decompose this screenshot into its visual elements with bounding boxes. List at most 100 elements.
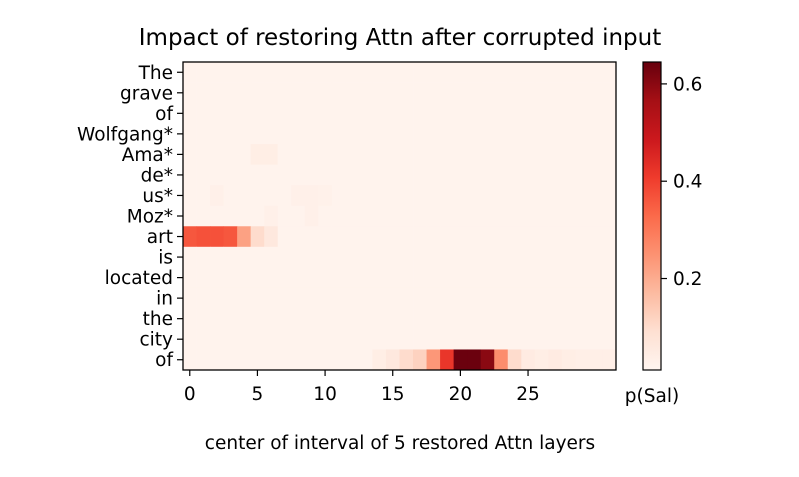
heatmap-cell: [521, 246, 536, 268]
heatmap-cell: [467, 349, 482, 371]
heatmap-cell: [507, 308, 522, 330]
colorbar-tick-label: 0.6: [673, 74, 702, 95]
heatmap-cell: [440, 103, 455, 124]
heatmap-cell: [575, 103, 590, 124]
heatmap-cell: [575, 205, 590, 227]
heatmap-cell: [385, 287, 400, 309]
heatmap-cell: [440, 246, 455, 268]
heatmap-cell: [291, 246, 306, 268]
heatmap-cell: [426, 308, 441, 330]
heatmap-cell: [453, 246, 468, 268]
heatmap-cell: [440, 205, 455, 227]
heatmap-cell: [561, 185, 576, 207]
heatmap-cell: [291, 349, 306, 371]
heatmap-cell: [480, 62, 495, 83]
heatmap-cell: [588, 287, 603, 309]
heatmap-cell: [534, 205, 549, 227]
heatmap-cell: [521, 328, 536, 350]
heatmap-cell: [453, 103, 468, 124]
heatmap-cell: [331, 267, 346, 289]
heatmap-cell: [507, 144, 522, 166]
heatmap-cell: [358, 123, 373, 145]
heatmap-cell: [413, 287, 427, 309]
heatmap-cell: [277, 82, 292, 104]
heatmap-cell: [291, 308, 306, 330]
heatmap-cell: [250, 287, 265, 309]
heatmap-cell: [291, 287, 306, 309]
heatmap-cell: [331, 185, 346, 207]
heatmap-cell: [372, 287, 387, 309]
heatmap-cell: [183, 123, 197, 145]
heatmap-cell: [291, 205, 306, 227]
heatmap-cell: [291, 62, 306, 83]
y-tick-label: Moz*: [127, 207, 173, 228]
heatmap-cell: [304, 185, 319, 207]
heatmap-cell: [223, 226, 238, 248]
heatmap-cell: [277, 246, 292, 268]
heatmap-cell: [588, 205, 603, 227]
heatmap-cell: [534, 144, 549, 166]
heatmap-cell: [602, 62, 617, 83]
heatmap-cell: [237, 82, 252, 104]
heatmap-cell: [331, 123, 346, 145]
heatmap-cell: [385, 205, 400, 227]
heatmap-cell: [467, 62, 482, 83]
heatmap-cell: [277, 185, 292, 207]
heatmap-cell: [385, 164, 400, 186]
heatmap-cell: [561, 349, 576, 371]
heatmap-cell: [223, 62, 238, 83]
heatmap-cell: [291, 267, 306, 289]
heatmap-cell: [250, 226, 265, 248]
y-axis-ticks: ThegraveofWolfgang*Ama*de*us*Moz*artislo…: [77, 63, 183, 371]
heatmap-cell: [440, 308, 455, 330]
heatmap-cell: [602, 226, 617, 248]
heatmap-cell: [588, 144, 603, 166]
heatmap-cell: [264, 144, 279, 166]
heatmap-cell: [331, 82, 346, 104]
heatmap-cell: [399, 62, 414, 83]
heatmap-cell: [183, 226, 197, 248]
heatmap-cell: [548, 246, 563, 268]
heatmap-cell: [210, 62, 224, 83]
heatmap-cell: [183, 62, 197, 83]
heatmap-cell: [561, 246, 576, 268]
heatmap-cell: [453, 349, 468, 371]
heatmap-cell: [318, 267, 333, 289]
heatmap-cell: [534, 82, 549, 104]
heatmap-cell: [237, 144, 252, 166]
heatmap-cell: [372, 82, 387, 104]
heatmap-cell: [277, 103, 292, 124]
heatmap-cell: [453, 287, 468, 309]
heatmap-cell: [602, 144, 617, 166]
heatmap-cell: [345, 267, 360, 289]
heatmap-cell: [318, 82, 333, 104]
heatmap-cell: [196, 328, 211, 350]
y-tick-label: is: [158, 248, 173, 269]
heatmap-cell: [413, 144, 427, 166]
heatmap-cell: [210, 246, 224, 268]
heatmap-cell: [223, 205, 238, 227]
heatmap-cell: [480, 185, 495, 207]
heatmap-cell: [426, 144, 441, 166]
y-tick-label: us*: [142, 186, 173, 207]
heatmap-cell: [318, 185, 333, 207]
heatmap-cell: [196, 144, 211, 166]
heatmap-cell: [534, 349, 549, 371]
heatmap-cell: [507, 123, 522, 145]
x-tick-label: 20: [449, 384, 473, 405]
heatmap-cell: [534, 246, 549, 268]
heatmap-cell: [291, 164, 306, 186]
heatmap-cell: [196, 123, 211, 145]
heatmap-cell: [399, 82, 414, 104]
heatmap-cell: [467, 205, 482, 227]
heatmap-cell: [331, 328, 346, 350]
heatmap-cell: [372, 185, 387, 207]
heatmap-cell: [345, 349, 360, 371]
heatmap-cell: [223, 185, 238, 207]
heatmap-cell: [588, 62, 603, 83]
heatmap-cell: [277, 62, 292, 83]
heatmap-cell: [223, 123, 238, 145]
y-tick-label: city: [139, 330, 173, 351]
heatmap-cell: [426, 267, 441, 289]
heatmap-cell: [358, 308, 373, 330]
